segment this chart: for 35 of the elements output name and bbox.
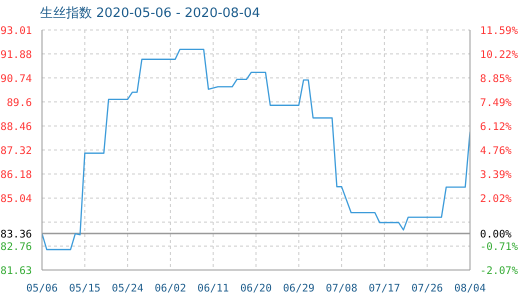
y2-tick-label: 4.76%	[480, 145, 512, 157]
y-tick-label: 93.01	[0, 25, 32, 37]
y2-tick-label: -0.71%	[480, 241, 519, 254]
y-tick-label: 90.74	[0, 72, 32, 85]
y2-tick-label: 8.85%	[480, 73, 512, 86]
x-tick-label: 06/20	[240, 282, 272, 294]
x-tick-label: 05/06	[26, 282, 58, 294]
x-tick-label: 07/26	[411, 282, 444, 294]
y2-tick-label: 3.39%	[480, 169, 512, 182]
y2-tick-label: 7.49%	[480, 97, 512, 110]
y2-tick-label: -2.07%	[480, 265, 519, 277]
x-tick-label: 05/24	[112, 282, 144, 294]
y-tick-label: 82.76	[0, 241, 32, 254]
x-tick-label: 07/17	[368, 282, 400, 294]
y-tick-label: 85.04	[0, 193, 32, 206]
y-tick-label: 83.36	[0, 228, 32, 241]
y2-tick-label: 2.02%	[480, 193, 512, 206]
x-tick-label: 06/02	[154, 282, 186, 294]
y2-tick-label: 0.00%	[480, 228, 512, 241]
y2-tick-label: 11.59%	[480, 25, 519, 37]
x-tick-label: 08/04	[454, 282, 486, 294]
chart-title: 生丝指数 2020-05-06 - 2020-08-04	[40, 5, 260, 22]
x-tick-label: 06/29	[282, 282, 315, 294]
y2-tick-label: 10.22%	[480, 49, 519, 62]
y-tick-label: 86.18	[0, 169, 32, 182]
x-tick-label: 07/08	[326, 282, 358, 294]
y2-tick-label: 6.12%	[480, 121, 512, 134]
y-tick-label: 81.63	[0, 265, 32, 277]
y-tick-label: 87.32	[0, 145, 32, 157]
y-tick-label: 88.46	[0, 120, 32, 133]
x-tick-label: 05/15	[68, 282, 101, 294]
line-series	[42, 48, 470, 250]
y-tick-label: 89.6	[6, 96, 32, 109]
y-tick-label: 91.88	[0, 48, 32, 61]
x-tick-label: 06/11	[197, 282, 230, 294]
